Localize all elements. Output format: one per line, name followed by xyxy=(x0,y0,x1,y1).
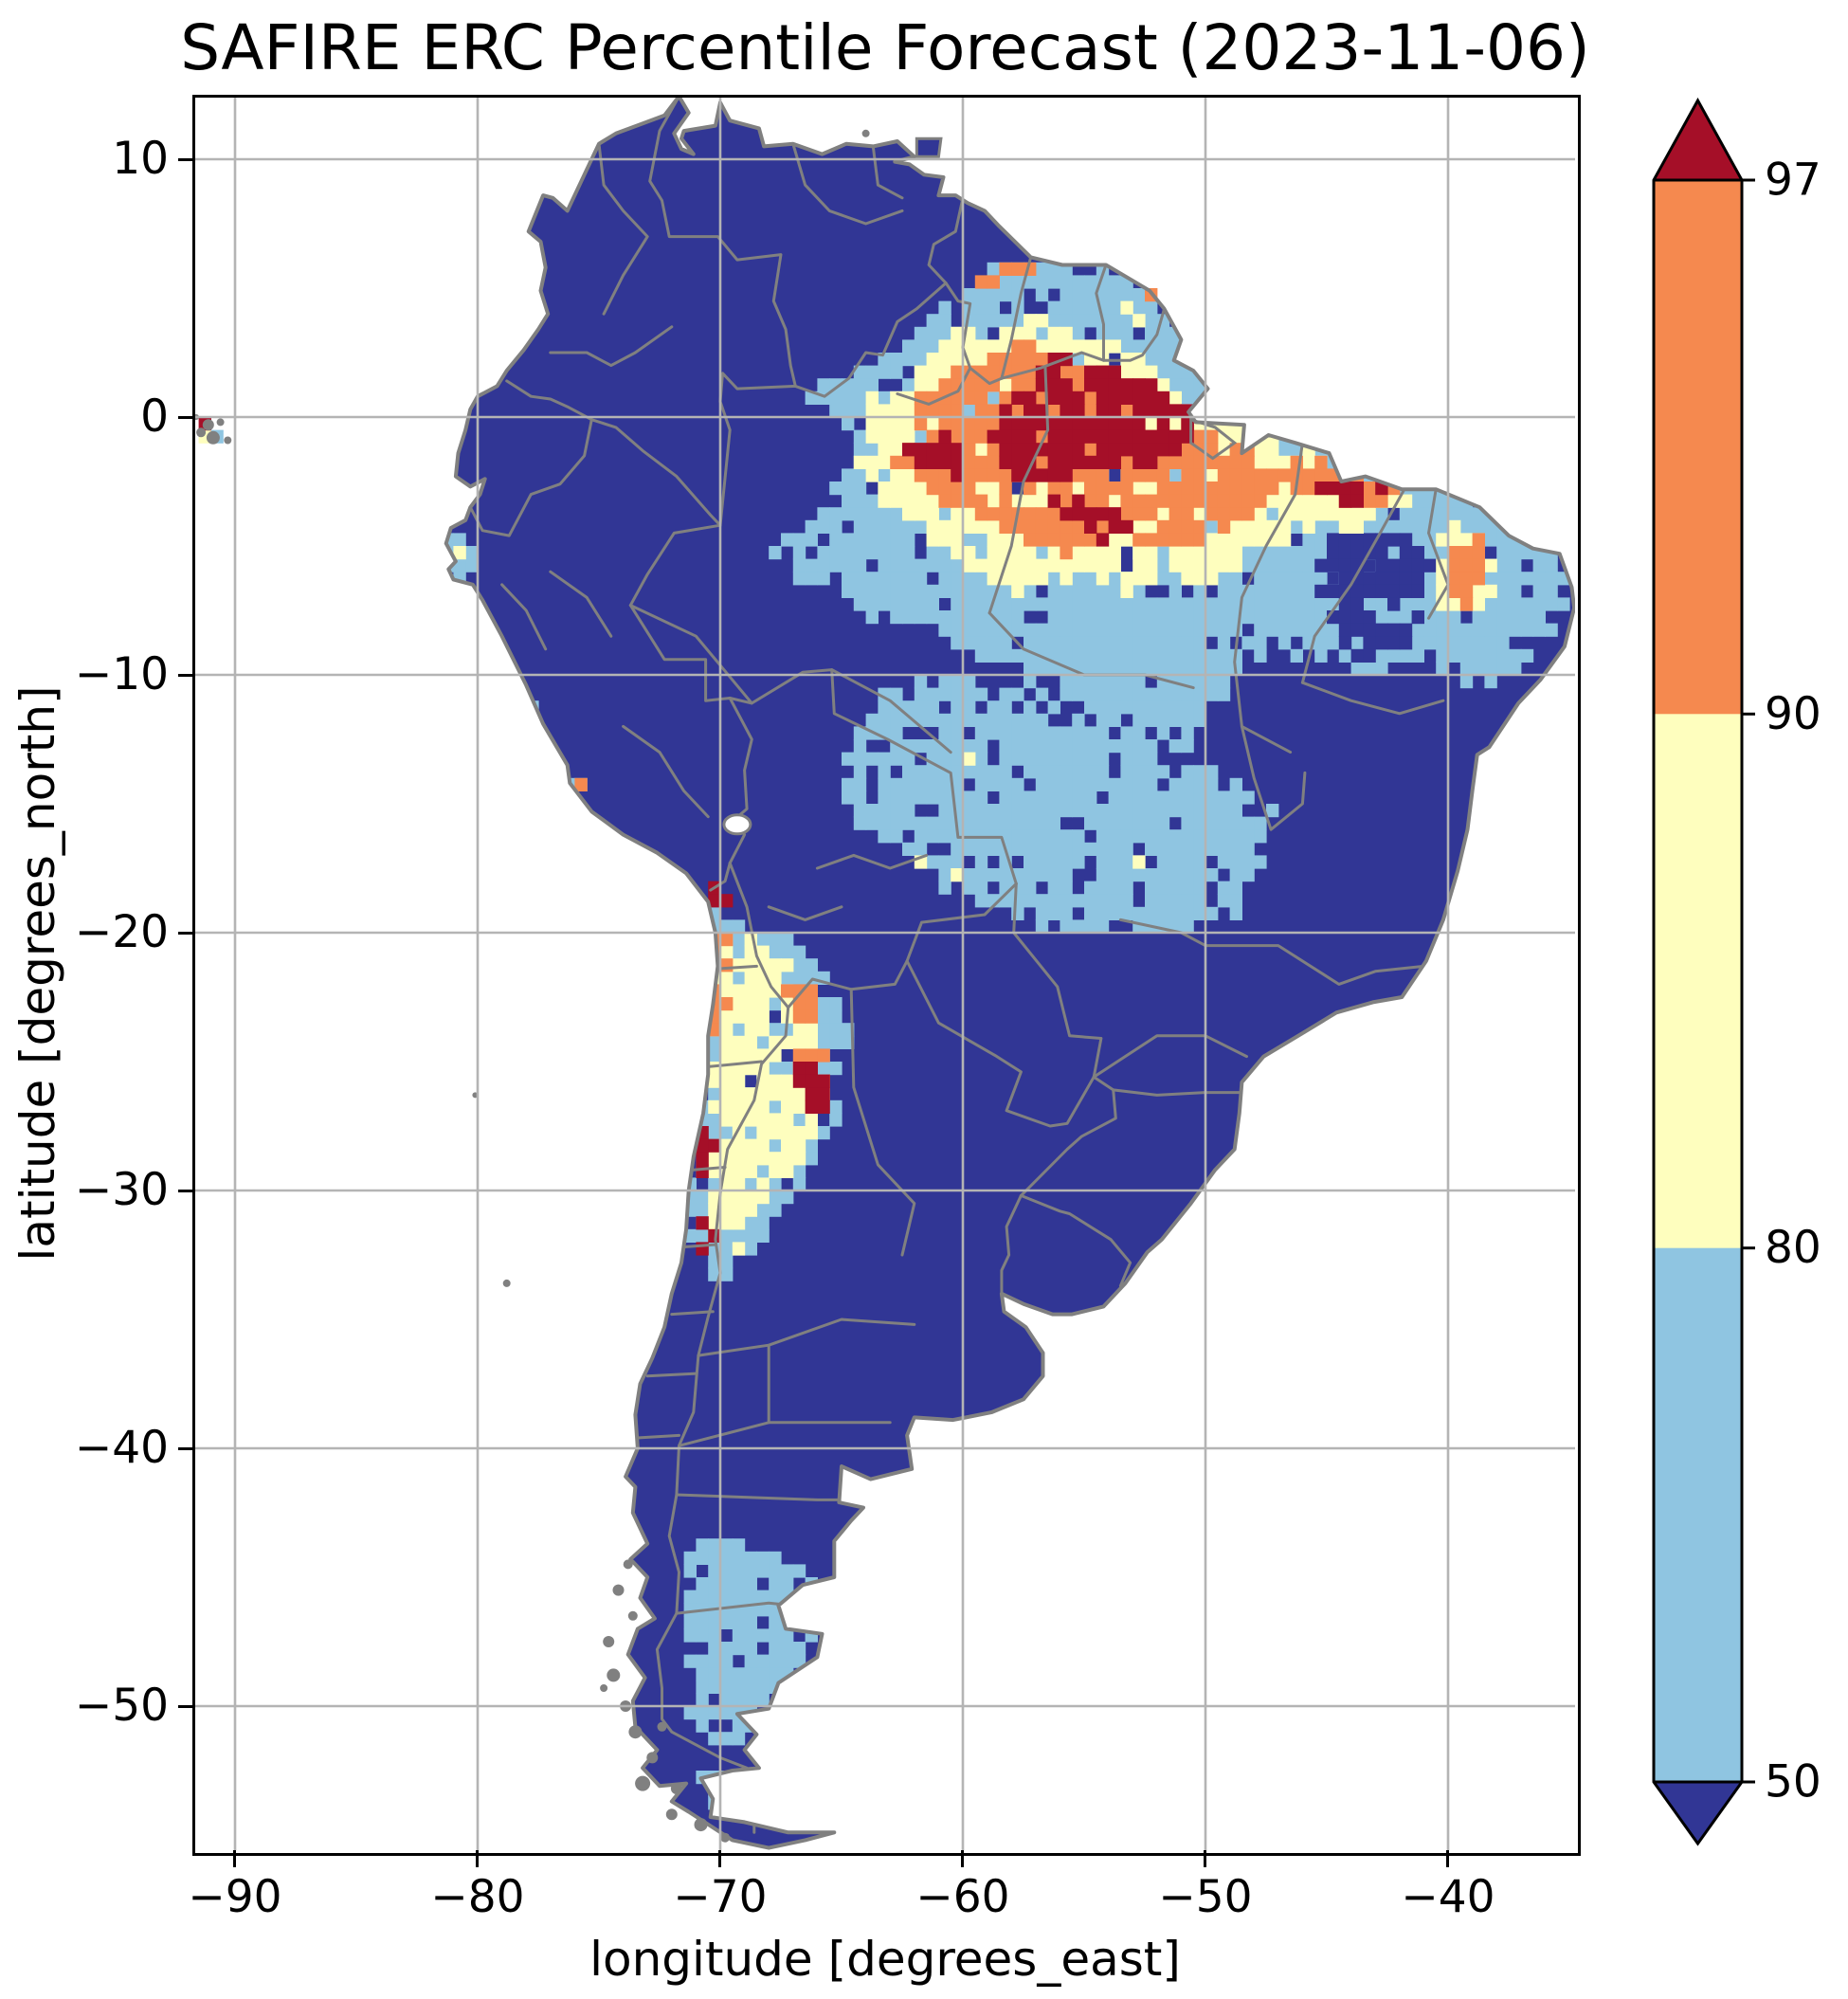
x-axis-tick-label: −90 xyxy=(188,1871,282,1923)
y-axis-tick-label: −20 xyxy=(74,906,169,958)
x-tick-mark xyxy=(1204,1850,1207,1867)
percentile-cell xyxy=(1120,300,1133,315)
chart-title: SAFIRE ERC Percentile Forecast (2023-11-… xyxy=(180,11,1590,84)
small-island-dot xyxy=(216,418,225,427)
small-island-dot xyxy=(670,1783,682,1794)
small-island-dot xyxy=(646,1752,659,1764)
y-tick-mark xyxy=(178,931,195,935)
percentile-cell xyxy=(453,546,466,560)
colorbar-tick-label: 80 xyxy=(1765,1222,1821,1274)
x-axis-tick-label: −60 xyxy=(915,1871,1010,1923)
y-axis-tick-label: −50 xyxy=(74,1680,169,1732)
percentile-cell xyxy=(963,752,976,766)
x-tick-mark xyxy=(1446,1850,1450,1867)
gridlines xyxy=(195,98,1575,1850)
x-tick-mark xyxy=(961,1850,965,1867)
small-island-dot xyxy=(224,436,232,445)
small-island-dot xyxy=(603,1636,615,1647)
small-island-dot xyxy=(202,419,214,431)
admin-borders xyxy=(468,98,1450,1834)
colorbar-tick-label: 90 xyxy=(1765,688,1821,740)
colorbar-tick-label: 97 xyxy=(1765,154,1821,207)
small-island-dot xyxy=(196,427,207,438)
y-tick-mark xyxy=(178,415,195,419)
percentile-cell xyxy=(574,777,588,791)
x-axis-tick-label: −70 xyxy=(673,1871,768,1923)
y-axis-tick-label: 0 xyxy=(140,391,169,443)
map-svg xyxy=(195,98,1575,1850)
y-axis-label: latitude [degrees_north] xyxy=(10,685,65,1262)
percentile-cell xyxy=(1132,314,1146,328)
trinidad-island xyxy=(915,136,943,158)
colorbar-segment xyxy=(1654,1247,1742,1783)
x-axis-tick-label: −40 xyxy=(1401,1871,1495,1923)
x-axis-tick-label: −50 xyxy=(1158,1871,1253,1923)
colorbar-segment xyxy=(1654,180,1742,715)
y-axis-tick-label: 10 xyxy=(112,133,169,185)
x-axis-tick-label: −80 xyxy=(430,1871,525,1923)
lake-titicaca xyxy=(722,813,752,836)
small-island-dot xyxy=(657,1721,667,1732)
small-island-dot xyxy=(628,1725,643,1739)
percentile-cell-layer xyxy=(445,262,1570,1810)
colorbar-extend-above xyxy=(1654,100,1742,180)
y-tick-mark xyxy=(178,1704,195,1708)
y-axis-tick-label: −40 xyxy=(74,1422,169,1474)
percentile-cell xyxy=(1132,855,1146,869)
small-island-dot xyxy=(861,129,870,137)
colorbar: 97 90 80 50 xyxy=(1652,97,1821,1846)
colorbar-segment xyxy=(1654,714,1742,1249)
y-tick-mark xyxy=(178,157,195,161)
small-island-dot xyxy=(694,1818,708,1832)
small-island-dot xyxy=(206,430,220,445)
colorbar-tick-label: 50 xyxy=(1765,1756,1821,1808)
small-island-dot xyxy=(600,1684,608,1692)
y-tick-mark xyxy=(178,673,195,677)
continent-landmass xyxy=(445,98,1575,1848)
y-tick-mark xyxy=(178,1189,195,1192)
x-tick-mark xyxy=(233,1850,237,1867)
small-island-dot xyxy=(612,1584,625,1596)
x-tick-mark xyxy=(718,1850,722,1867)
small-island-dot xyxy=(720,1832,731,1843)
small-island-dot xyxy=(502,1279,511,1287)
colorbar-extend-below xyxy=(1654,1782,1742,1844)
small-island-dot xyxy=(665,1808,678,1821)
marajo-outline xyxy=(1189,417,1238,461)
y-tick-mark xyxy=(178,1446,195,1450)
x-axis-label: longitude [degrees_east] xyxy=(589,1932,1181,1987)
small-island-dot xyxy=(635,1775,651,1791)
x-tick-mark xyxy=(476,1850,480,1867)
small-island-dot xyxy=(627,1610,638,1621)
small-island-dot xyxy=(607,1668,621,1682)
y-axis-tick-label: −30 xyxy=(74,1164,169,1216)
coastline xyxy=(444,98,1575,1850)
small-island-dot xyxy=(623,1559,633,1570)
y-axis-tick-label: −10 xyxy=(74,648,169,700)
percentile-cell xyxy=(951,868,964,882)
